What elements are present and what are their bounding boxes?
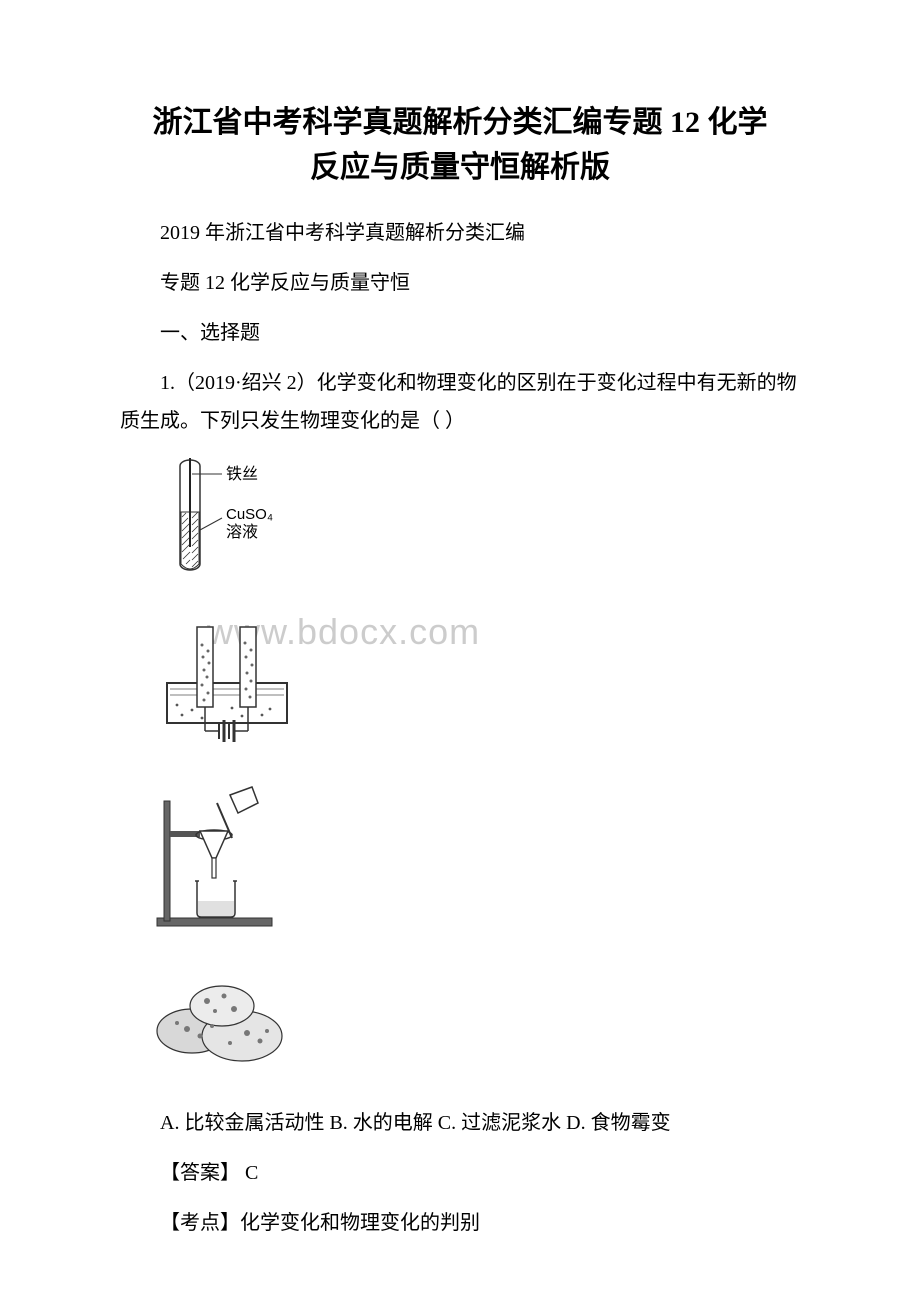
figure-c bbox=[152, 783, 800, 933]
topic-text: 专题 12 化学反应与质量守恒 bbox=[120, 264, 800, 302]
page-title: 浙江省中考科学真题解析分类汇编专题 12 化学 反应与质量守恒解析版 bbox=[120, 100, 800, 190]
options-line: A. 比较金属活动性 B. 水的电解 C. 过滤泥浆水 D. 食物霉变 bbox=[120, 1104, 800, 1142]
figa-label2b: 溶液 bbox=[226, 523, 258, 541]
answer-line: 【答案】 C bbox=[120, 1154, 800, 1192]
question-stem: 1.（2019·绍兴 2）化学变化和物理变化的区别在于变化过程中有无新的物质生成… bbox=[120, 364, 800, 440]
title-line-2: 反应与质量守恒解析版 bbox=[310, 151, 610, 184]
figure-b: www.bdocx.com bbox=[152, 615, 800, 755]
subtitle-text: 2019 年浙江省中考科学真题解析分类汇编 bbox=[120, 214, 800, 252]
figure-a: 铁丝 CuSO₄ 溶液 bbox=[152, 452, 800, 587]
figure-d bbox=[152, 961, 800, 1076]
title-line-1: 浙江省中考科学真题解析分类汇编专题 12 化学 bbox=[153, 106, 768, 139]
figa-label1: 铁丝 bbox=[226, 465, 258, 483]
section-heading: 一、选择题 bbox=[120, 314, 800, 352]
figa-label2a: CuSO₄ bbox=[226, 506, 273, 523]
kaodian-line: 【考点】化学变化和物理变化的判别 bbox=[120, 1204, 800, 1242]
